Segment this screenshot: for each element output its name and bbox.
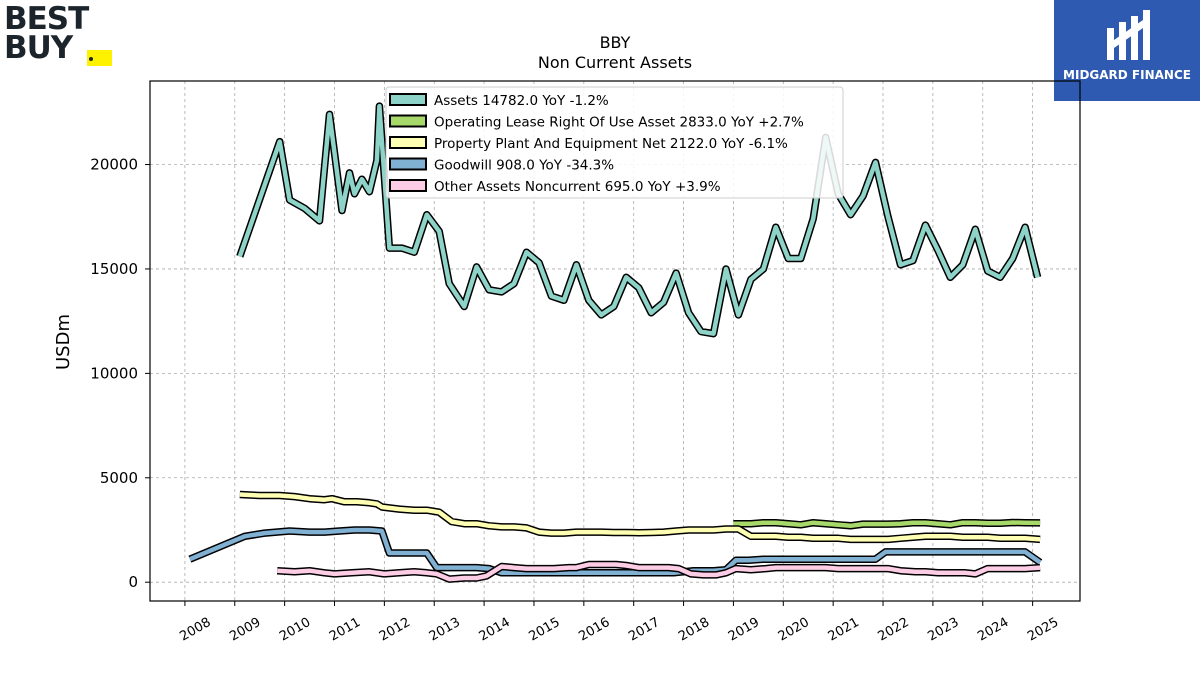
series-line xyxy=(239,492,1041,542)
series-other-assets-noncurrent xyxy=(276,560,1041,583)
series-goodwill xyxy=(188,526,1043,577)
legend: Assets 14782.0 YoY -1.2% Operating Lease … xyxy=(385,86,844,199)
x-tick-label: 2010 xyxy=(277,615,313,645)
series-line xyxy=(189,527,1042,576)
x-tick-label: 2024 xyxy=(975,615,1011,645)
logo-text-line1: BEST xyxy=(4,1,89,37)
chart-subtitle: Non Current Assets xyxy=(538,53,692,72)
x-tick-label: 2019 xyxy=(726,615,762,645)
legend-entry: Operating Lease Right Of Use Asset 2833.… xyxy=(434,115,804,131)
y-tick-label: 0 xyxy=(128,573,138,591)
x-tick-label: 2025 xyxy=(1025,615,1061,645)
series-line xyxy=(277,562,1041,582)
x-tick-label: 2009 xyxy=(227,615,263,645)
legend-entry: Assets 14782.0 YoY -1.2% xyxy=(434,93,609,109)
x-tick-label: 2015 xyxy=(526,615,562,645)
y-tick-label: 10000 xyxy=(90,364,138,382)
y-tick-label: 5000 xyxy=(100,469,138,487)
x-tick-label: 2012 xyxy=(377,615,413,645)
legend-swatch xyxy=(389,179,427,192)
price-tag-icon xyxy=(87,50,112,66)
y-axis-label: USDm xyxy=(53,314,74,370)
legend-swatch xyxy=(389,157,427,171)
x-tick-label: 2021 xyxy=(826,615,862,645)
legend-swatch xyxy=(389,93,427,106)
series-assets xyxy=(236,102,1042,338)
logo-text-line2: BUY xyxy=(4,30,73,66)
series-layer xyxy=(188,102,1043,583)
y-tick-label: 20000 xyxy=(90,156,138,174)
legend-entry: Property Plant And Equipment Net 2122.0 … xyxy=(434,136,788,152)
x-tick-label: 2011 xyxy=(327,615,363,645)
tag-hole-icon xyxy=(89,57,93,61)
series-line xyxy=(237,103,1040,336)
midgard-emblem-icon xyxy=(1107,10,1150,60)
x-tick-label: 2013 xyxy=(427,615,463,645)
best-buy-logo: BEST BUY xyxy=(4,4,114,68)
midgard-finance-wordmark: MIDGARD FINANCE xyxy=(1063,68,1191,82)
series-property-plant-and-equipment-net xyxy=(239,490,1041,544)
legend-box xyxy=(385,86,844,199)
legend-swatch xyxy=(389,114,427,128)
x-tick-label: 2017 xyxy=(626,615,662,645)
x-tick-label: 2018 xyxy=(676,615,712,645)
legend-entry: Goodwill 908.0 YoY -34.3% xyxy=(434,158,614,174)
x-tick-label: 2016 xyxy=(576,615,612,645)
y-tick-label: 15000 xyxy=(90,260,138,278)
x-tick-label: 2022 xyxy=(876,615,912,645)
x-tick-label: 2014 xyxy=(477,615,513,645)
legend-swatch xyxy=(389,136,427,149)
series-operating-lease-right-of-use-asset xyxy=(733,518,1041,530)
x-tick-label: 2020 xyxy=(776,615,812,645)
midgard-finance-logo: MIDGARD FINANCE xyxy=(1054,0,1200,101)
chart-title: BBY xyxy=(600,33,631,52)
x-tick-label: 2023 xyxy=(925,615,961,645)
plot-frame xyxy=(149,80,1081,602)
series-line xyxy=(733,520,1041,529)
x-tick-label: 2008 xyxy=(177,615,213,645)
legend-entry: Other Assets Noncurrent 695.0 YoY +3.9% xyxy=(434,179,721,195)
